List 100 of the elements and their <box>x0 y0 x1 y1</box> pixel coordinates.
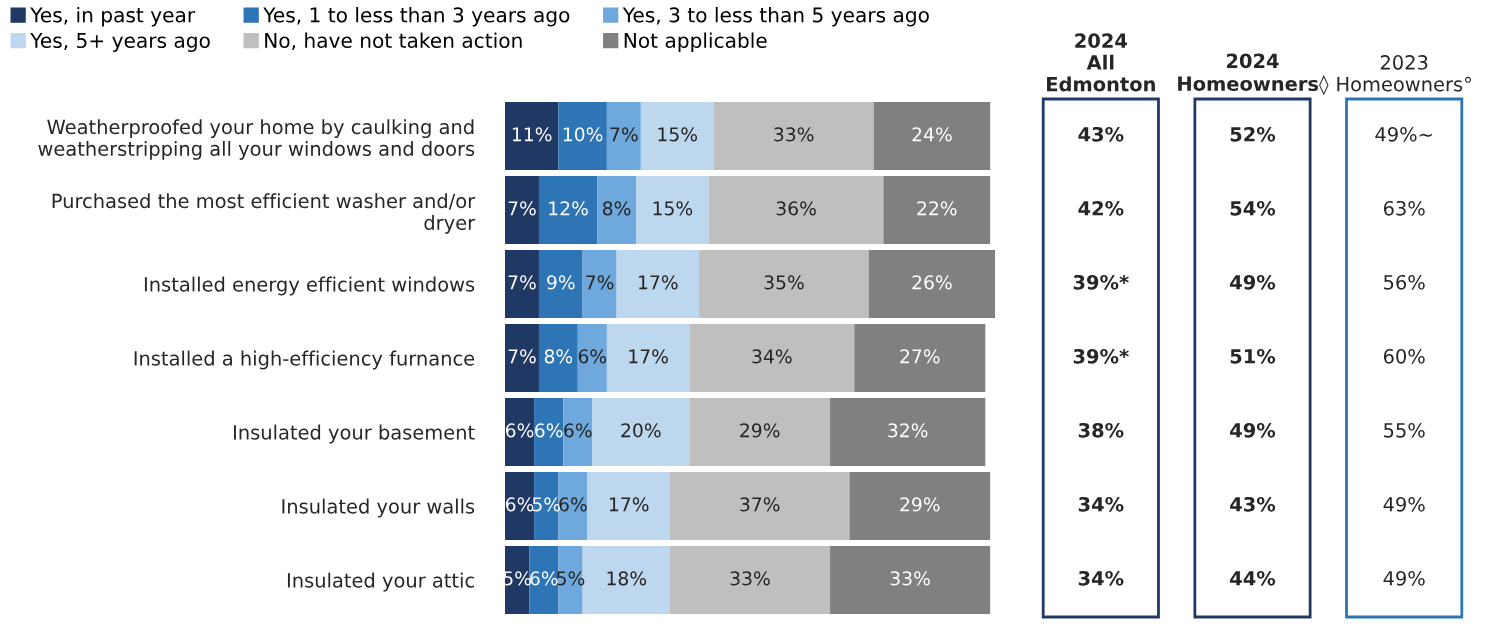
bar <box>883 175 991 245</box>
text: 39%* <box>1073 348 1129 364</box>
data-label: 7% <box>508 201 536 216</box>
text: 52% <box>1230 126 1276 142</box>
text: 55% <box>1384 422 1425 438</box>
bar <box>669 545 831 615</box>
bar <box>505 101 559 171</box>
bar <box>669 471 850 541</box>
y-tick-label: Weatherproofed your home by caulking and weatherstripping all your windows and doors <box>38 119 475 160</box>
data-label: 33% <box>730 571 770 586</box>
bar <box>534 471 559 541</box>
data-label: 11% <box>512 127 552 142</box>
bar <box>830 397 986 467</box>
text: 60% <box>1383 348 1425 364</box>
data-label: 8% <box>544 349 573 364</box>
text: 63% <box>1383 200 1425 216</box>
data-label: 18% <box>607 571 647 586</box>
category-label: 2024 All Edmonton <box>1047 33 1155 92</box>
text: 51% <box>1230 348 1276 364</box>
data-label: 9% <box>547 275 575 290</box>
data-label: 35% <box>764 275 804 290</box>
data-label: 29% <box>740 423 780 438</box>
data-label: 6% <box>530 571 558 586</box>
y-tick-label: Insulated your attic <box>287 572 474 592</box>
text: 43% <box>1078 126 1124 142</box>
bar <box>538 323 578 393</box>
data-label: 17% <box>609 497 649 512</box>
data-label: 32% <box>888 423 928 438</box>
legend-label: Yes, 1 to less than 3 years ago <box>263 6 570 27</box>
data-label: 6% <box>564 423 592 438</box>
data-label: 29% <box>900 497 940 512</box>
y-tick-label: Installed energy efficient windows <box>144 276 475 296</box>
bar <box>592 397 690 467</box>
text: 43% <box>1230 496 1276 512</box>
bar <box>689 323 855 393</box>
data-label: 20% <box>621 423 661 438</box>
bar <box>873 101 991 171</box>
data-label: 24% <box>912 127 952 142</box>
bar <box>529 545 559 615</box>
data-label: 10% <box>563 127 603 142</box>
data-label: 12% <box>549 201 588 216</box>
bar <box>606 101 641 171</box>
bar <box>505 249 539 319</box>
bar <box>558 471 588 541</box>
data-label: 5% <box>532 497 561 512</box>
bar <box>868 249 995 319</box>
bar <box>505 545 530 615</box>
legend-label: Not applicable <box>624 32 767 52</box>
category-label: 2024 Homeowners◊ <box>1178 53 1329 96</box>
bar <box>563 397 593 467</box>
bar <box>582 249 617 319</box>
text: 49% <box>1230 422 1276 438</box>
data-label: 8% <box>602 201 631 216</box>
bar <box>538 249 583 319</box>
text: 44% <box>1230 570 1276 586</box>
bar <box>558 101 607 171</box>
bar <box>635 175 709 245</box>
text: 49%~ <box>1375 126 1432 142</box>
data-label: 26% <box>912 275 952 290</box>
y-tick-label: Purchased the most efficient washer and/or dryer <box>52 193 476 234</box>
data-label: 27% <box>900 349 940 364</box>
y-tick-label: Insulated your basement <box>234 424 475 444</box>
data-label: 37% <box>740 497 780 512</box>
text: 54% <box>1230 200 1276 216</box>
text: 42% <box>1078 200 1124 216</box>
bar <box>577 323 607 393</box>
y-tick-label: Insulated your walls <box>282 498 475 518</box>
data-label: 7% <box>508 349 536 364</box>
data-label: 6% <box>505 497 534 512</box>
data-label: 6% <box>535 423 563 438</box>
bar <box>558 545 583 615</box>
data-label: 6% <box>578 349 607 364</box>
data-label: 17% <box>639 275 678 290</box>
text: 49% <box>1230 274 1276 290</box>
data-label: 5% <box>557 571 585 586</box>
legend-label: No, have not taken action <box>265 32 522 51</box>
data-label: 6% <box>505 423 534 438</box>
bar <box>849 471 991 541</box>
data-label: 33% <box>774 127 814 142</box>
data-label: 6% <box>559 497 587 512</box>
text: 34% <box>1078 496 1124 512</box>
bar <box>689 397 831 467</box>
data-label: 7% <box>586 275 614 290</box>
text: 56% <box>1384 274 1425 290</box>
bar <box>505 397 535 467</box>
legend-label: Yes, in past year <box>30 6 196 27</box>
bar <box>587 471 670 541</box>
legend-label: Yes, 5+ years ago <box>30 33 210 52</box>
data-label: 22% <box>917 201 957 216</box>
bar <box>505 175 539 245</box>
text: 39%* <box>1073 274 1129 290</box>
bar <box>713 101 874 171</box>
data-label: 7% <box>508 275 536 290</box>
bar <box>538 175 598 245</box>
bar <box>854 323 986 393</box>
data-label: 15% <box>658 127 698 142</box>
bar <box>505 323 539 393</box>
data-label: 15% <box>653 201 693 216</box>
text: 49% <box>1383 570 1425 586</box>
bar <box>699 249 869 319</box>
